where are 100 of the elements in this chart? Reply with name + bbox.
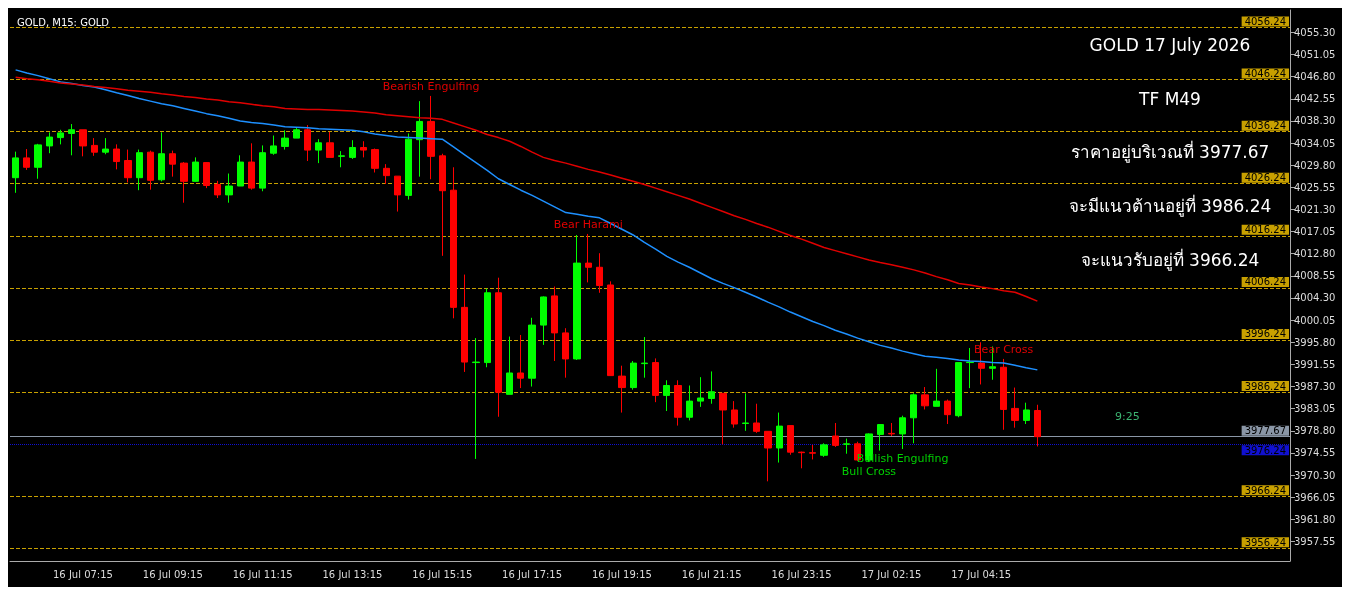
y-tick-label: 3957.55	[1294, 535, 1336, 547]
y-tick-label: 4021.30	[1294, 203, 1336, 215]
ref-line-label: 4046.24	[1244, 68, 1286, 80]
candlestick	[506, 336, 513, 395]
ref-line-label: 4006.24	[1244, 276, 1286, 288]
y-tick-label: 4012.80	[1294, 248, 1336, 260]
candlestick	[731, 400, 738, 429]
candlestick	[540, 295, 547, 346]
candlestick	[12, 151, 19, 194]
candlestick	[136, 149, 143, 191]
candlestick	[888, 422, 895, 437]
candlestick	[450, 166, 457, 319]
ref-line-label: 4036.24	[1244, 120, 1286, 132]
candlestick	[23, 148, 30, 171]
ref-line-label: 3956.24	[1244, 536, 1286, 548]
y-tick-label: 4000.05	[1294, 314, 1336, 326]
candlestick	[820, 442, 828, 458]
text: ราคาอยู่บริเวณที่ 3977.67	[1070, 140, 1270, 164]
text: GOLD, M15: GOLD	[17, 16, 110, 28]
candlestick	[169, 150, 176, 178]
candlestick	[742, 392, 749, 432]
candlestick	[843, 438, 850, 455]
candlestick	[663, 379, 670, 412]
candlestick	[484, 288, 491, 368]
candlestick	[1011, 387, 1019, 429]
candlestick	[809, 444, 816, 460]
candlestick	[787, 425, 794, 456]
ref-line-label: 3986.24	[1244, 380, 1286, 392]
candlestick	[472, 337, 480, 460]
x-tick-label: 16 Jul 21:15	[681, 568, 742, 580]
y-tick-label: 4034.05	[1294, 137, 1336, 149]
x-tick-label: 16 Jul 11:15	[232, 568, 293, 580]
annotation: Bull Cross	[841, 465, 897, 479]
text: TF M49	[1138, 88, 1201, 109]
candlestick	[371, 148, 379, 173]
candlestick	[596, 252, 603, 294]
x-tick-label: 16 Jul 09:15	[142, 568, 203, 580]
text: จะมีแนวต้านอยู่ที่ 3986.24	[1068, 194, 1272, 218]
candlestick	[753, 403, 760, 434]
candlestick	[214, 180, 221, 199]
ref-line-label: 3976.24	[1244, 444, 1286, 456]
candlestick	[607, 280, 614, 377]
candlestick	[697, 376, 704, 408]
annotation: Bearish Engulfing	[382, 79, 480, 93]
candlestick	[686, 384, 693, 421]
line-series	[14, 76, 1039, 302]
y-tick-label: 3987.30	[1294, 381, 1336, 393]
x-tick-label: 16 Jul 15:15	[412, 568, 473, 580]
x-tick-label: 16 Jul 19:15	[591, 568, 652, 580]
y-tick-label: 3961.80	[1294, 513, 1336, 525]
y-tick-label: 4046.80	[1294, 71, 1336, 83]
candlestick	[34, 143, 42, 180]
y-tick-label: 3991.55	[1294, 358, 1336, 370]
candlestick	[517, 334, 524, 389]
candlestick	[528, 317, 536, 388]
candlestick	[899, 415, 906, 450]
y-tick-label: 4025.55	[1294, 181, 1336, 193]
candlestick	[248, 142, 255, 191]
candlestick	[551, 286, 558, 362]
candlestick	[439, 153, 446, 257]
y-tick-label: 3995.80	[1294, 336, 1336, 348]
candlestick	[427, 95, 435, 180]
ref-line-label: 4056.24	[1244, 16, 1286, 27]
candlestick	[708, 370, 715, 405]
candlestick	[180, 161, 188, 204]
candlestick	[1023, 402, 1030, 425]
candlestick	[933, 368, 940, 407]
y-tick-label: 4055.30	[1294, 26, 1336, 38]
y-tick-label: 3970.30	[1294, 469, 1336, 481]
candlestick	[405, 132, 412, 201]
x-tick-label: 16 Jul 13:15	[322, 568, 383, 580]
candlestick	[776, 412, 783, 464]
candlestick	[798, 451, 805, 469]
text: GOLD 17 July 2026	[1089, 35, 1251, 55]
candlestick	[383, 163, 390, 185]
x-tick-label: 16 Jul 07:15	[53, 568, 113, 580]
candlestick	[46, 131, 53, 154]
candlestick	[270, 135, 277, 156]
candlestick	[641, 336, 648, 379]
candlestick	[349, 139, 356, 160]
ref-line-label: 3977.67	[1244, 425, 1286, 437]
y-tick-label: 3974.55	[1294, 447, 1336, 459]
text: จะแนวรับอยู่ที่ 3966.24	[1080, 247, 1260, 271]
candlestick	[416, 100, 423, 178]
candlestick	[495, 277, 502, 418]
x-tick-label: 17 Jul 02:15	[861, 568, 922, 580]
candlestick	[192, 156, 199, 183]
candlestick	[877, 424, 884, 452]
candlestick	[237, 154, 244, 187]
x-tick-label: 16 Jul 17:15	[502, 568, 563, 580]
candlestick	[921, 386, 929, 410]
candlestick	[562, 327, 569, 379]
candlestick	[79, 129, 87, 157]
candlestick	[57, 129, 64, 145]
candlestick	[147, 150, 154, 191]
candlestick	[68, 123, 75, 156]
candlestick	[1034, 404, 1041, 447]
text: 9:25	[1115, 410, 1140, 424]
y-tick-label: 3978.80	[1294, 425, 1336, 437]
candlestick	[91, 137, 98, 157]
